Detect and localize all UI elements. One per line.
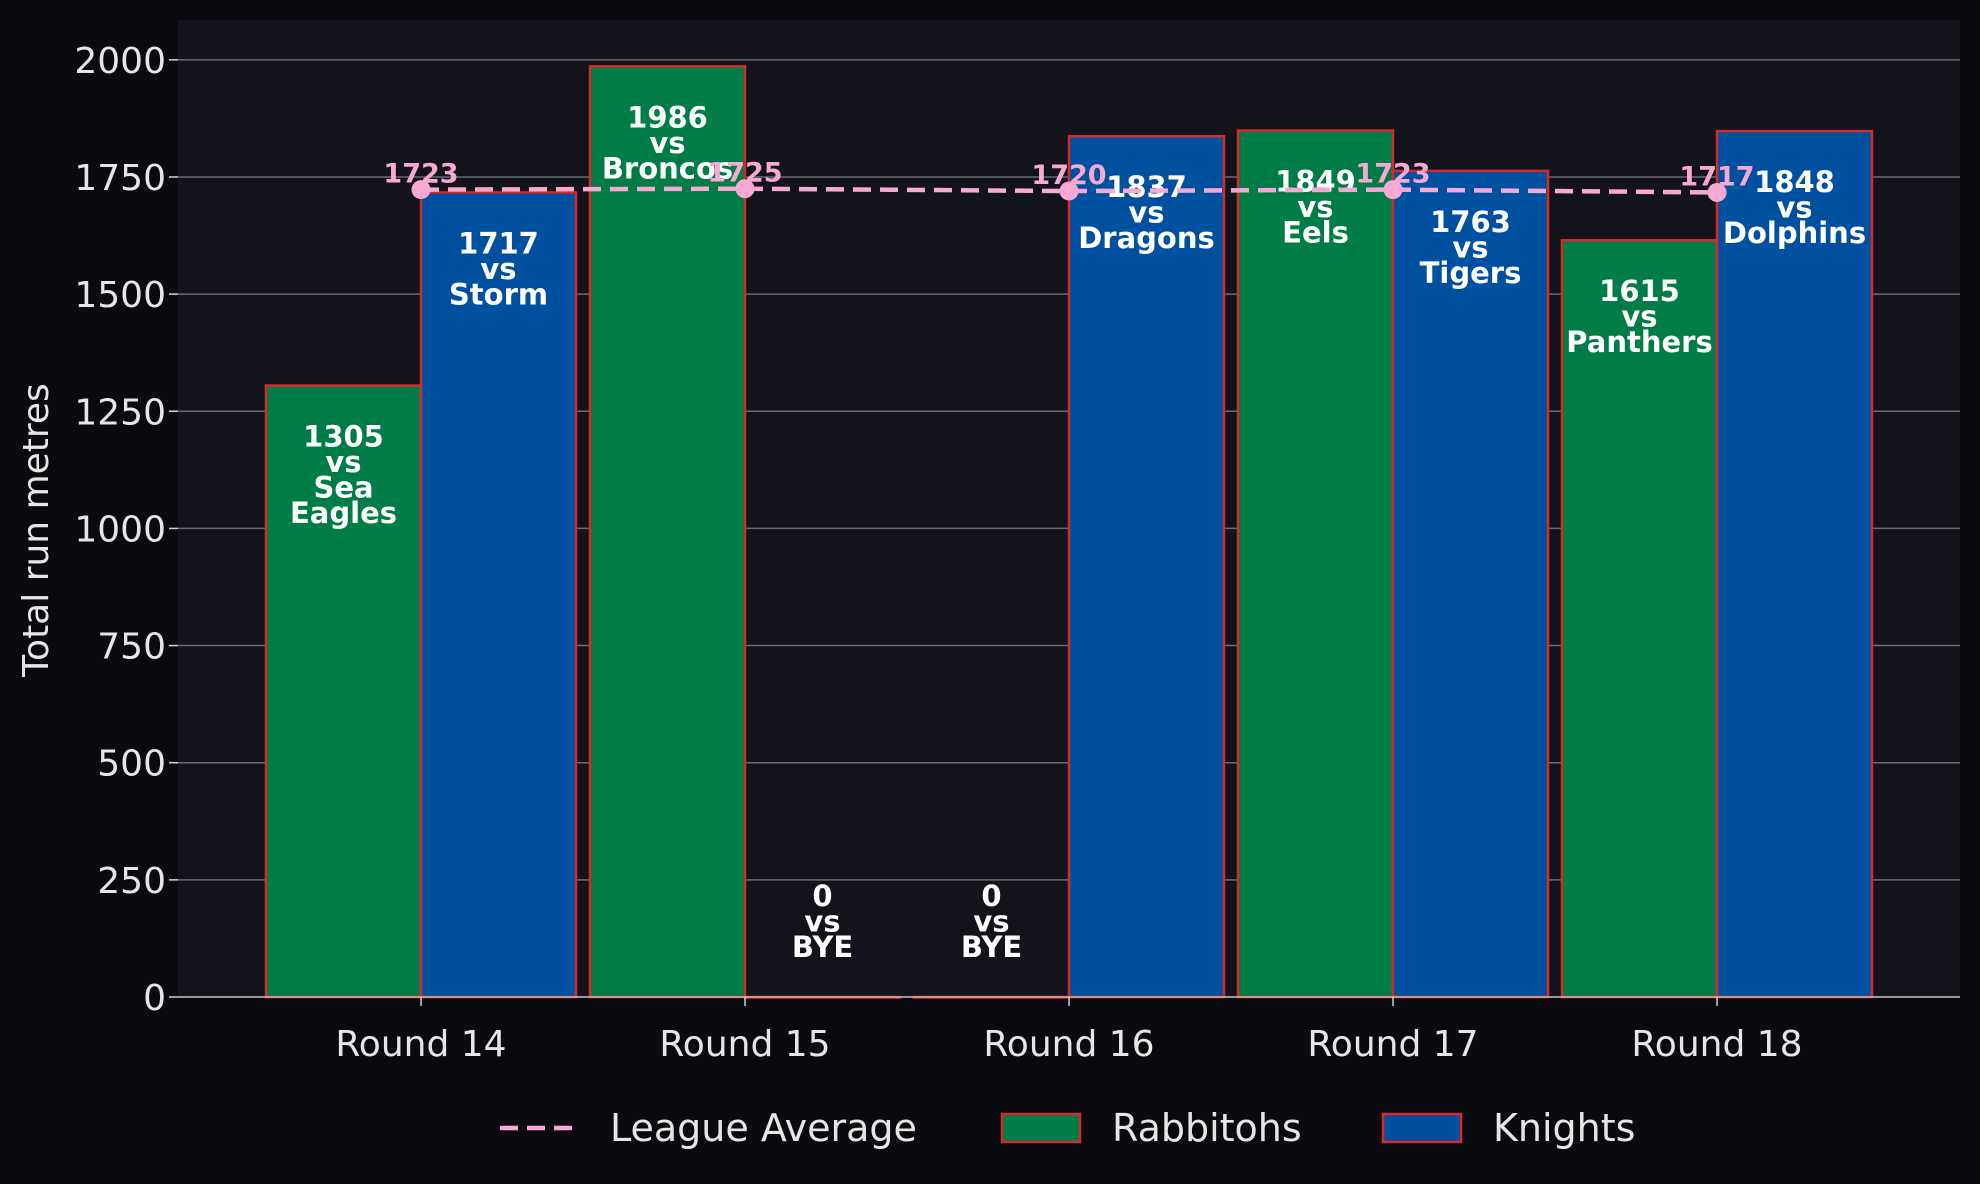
league-average-point [1707, 182, 1727, 202]
y-tick-label: 2000 [74, 41, 166, 82]
y-tick-label: 1250 [74, 392, 166, 433]
x-tick-label: Round 14 [335, 1024, 506, 1065]
bar-rabbitohs-round-14 [264, 384, 423, 999]
league-average-value: 1725 [707, 158, 782, 189]
y-tick-label: 1750 [74, 158, 166, 199]
bar-label: 1848 vs Dolphins [1723, 165, 1866, 250]
y-axis-ticks: 0 250 500 750 1000 1250 1500 1750 2000 [74, 41, 178, 1019]
bar-label: 1763 vs Tigers [1420, 205, 1522, 290]
bar-label: 1849 vs Eels [1275, 165, 1356, 250]
league-average-line: 1723 1725 1720 1723 1717 [383, 158, 1755, 202]
bar-label: 1986 vs Broncos [602, 100, 733, 185]
legend-rabbitohs-swatch [1000, 1112, 1082, 1144]
legend-league-average-label: League Average [610, 1106, 917, 1150]
league-average-value: 1720 [1031, 160, 1106, 191]
league-average-point [735, 179, 755, 199]
league-average-value: 1723 [383, 159, 458, 190]
bar-label: 1837 vs Dragons [1078, 170, 1215, 255]
bar-rabbitohs-round-17 [1236, 129, 1395, 999]
bar-label: 0 vs BYE [961, 879, 1022, 964]
bar-knights-round-18 [1715, 129, 1874, 999]
x-tick-label: Round 16 [983, 1024, 1154, 1065]
bar-knights-round-17 [1391, 169, 1550, 999]
y-tick-label: 1000 [74, 509, 166, 550]
bar-label: 1717 vs Storm [449, 226, 548, 311]
league-average-value: 1717 [1679, 161, 1754, 192]
league-average-point [1383, 180, 1403, 200]
y-tick-label: 250 [97, 861, 166, 902]
bar-knights-round-14 [419, 191, 578, 999]
bar-label: 0 vs BYE [792, 879, 853, 964]
legend-knights-swatch [1381, 1112, 1463, 1144]
league-average-value: 1723 [1355, 159, 1430, 190]
x-tick-label: Round 17 [1307, 1024, 1478, 1065]
bar-rabbitohs-round-18 [1560, 238, 1719, 999]
league-average-point [411, 180, 431, 200]
legend: League Average Rabbitohs Knights [500, 1106, 1635, 1150]
bar-label: 1305 vs Sea Eagles [290, 419, 397, 530]
bar-rabbitohs-round-15 [588, 65, 747, 999]
bar-label: 1615 vs Panthers [1566, 274, 1712, 359]
legend-knights-label: Knights [1493, 1106, 1635, 1150]
y-axis-title: Total run metres [16, 383, 57, 678]
y-tick-label: 0 [143, 978, 166, 1019]
bars [264, 65, 1874, 999]
x-tick-label: Round 15 [659, 1024, 830, 1065]
y-tick-label: 750 [97, 627, 166, 668]
league-average-point [1059, 181, 1079, 201]
bar-labels: 1305 vs Sea Eagles 1986 vs Broncos 0 vs BYE 1849 vs… [290, 100, 1866, 964]
y-tick-label: 1500 [74, 275, 166, 316]
y-tick-label: 500 [97, 744, 166, 785]
bar-knights-round-16 [1067, 134, 1226, 999]
legend-rabbitohs-label: Rabbitohs [1112, 1106, 1302, 1150]
x-axis-ticks: Round 14 Round 15 Round 16 Round 17 Round 18 [178, 996, 1960, 1065]
x-tick-label: Round 18 [1631, 1024, 1802, 1065]
